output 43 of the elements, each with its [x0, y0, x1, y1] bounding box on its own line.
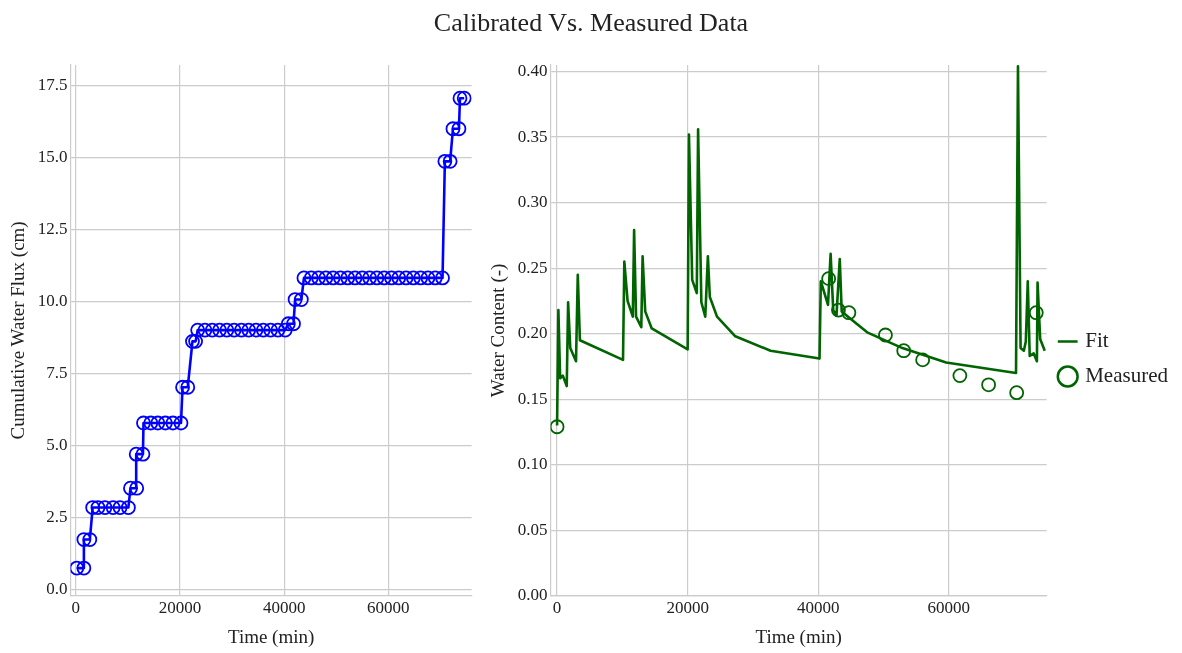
y-tick-label: 12.5: [37, 218, 68, 238]
y-axis-title: Water Content (-): [487, 263, 510, 398]
y-tick-label: 0.40: [517, 61, 548, 81]
x-axis-title: Time (min): [227, 625, 315, 648]
y-tick-label: 0.10: [517, 454, 548, 474]
y-tick-label: 0.25: [517, 257, 548, 277]
x-tick-label: 20000: [158, 598, 202, 618]
x-tick-label: 40000: [262, 598, 306, 618]
y-tick-label: 0.05: [517, 519, 548, 539]
y-tick-label: 0.30: [517, 192, 548, 212]
point: [1028, 305, 1044, 321]
point: [550, 419, 565, 435]
legend-label: Fit: [1085, 328, 1109, 353]
y-tick-label: 0.15: [517, 388, 548, 408]
y-tick-label: 2.5: [46, 507, 68, 527]
point: [841, 305, 857, 321]
x-tick-label: 0: [71, 598, 81, 618]
x-tick-label: 60000: [927, 598, 971, 618]
y-tick-label: 7.5: [46, 363, 68, 383]
point: [915, 352, 931, 368]
point: [831, 302, 846, 318]
point: [1009, 385, 1025, 401]
y-tick-label: 0.35: [517, 126, 548, 146]
point: [878, 327, 893, 343]
y-axis-title: Cumulative Water Flux (cm): [7, 221, 30, 440]
legend-label: Measured: [1085, 363, 1169, 388]
text: Calibrated Vs. Measured Data: [432, 8, 750, 38]
point: [952, 368, 968, 384]
y-tick-label: 0.0: [46, 579, 68, 599]
y-tick-label: 17.5: [37, 74, 68, 94]
point: [981, 377, 996, 393]
x-tick-label: 60000: [367, 598, 410, 618]
y-tick-label: 0.00: [517, 585, 548, 605]
y-tick-label: 5.0: [46, 435, 68, 455]
y-tick-label: 15.0: [37, 146, 68, 166]
y-tick-label: 10.0: [37, 291, 68, 311]
x-tick-label: 20000: [666, 598, 709, 618]
x-axis-title: Time (min): [755, 625, 842, 648]
x-tick-label: 40000: [796, 598, 840, 618]
point: [896, 343, 912, 359]
x-tick-label: 0: [552, 598, 562, 618]
point: [821, 271, 837, 287]
y-tick-label: 0.20: [517, 323, 548, 343]
